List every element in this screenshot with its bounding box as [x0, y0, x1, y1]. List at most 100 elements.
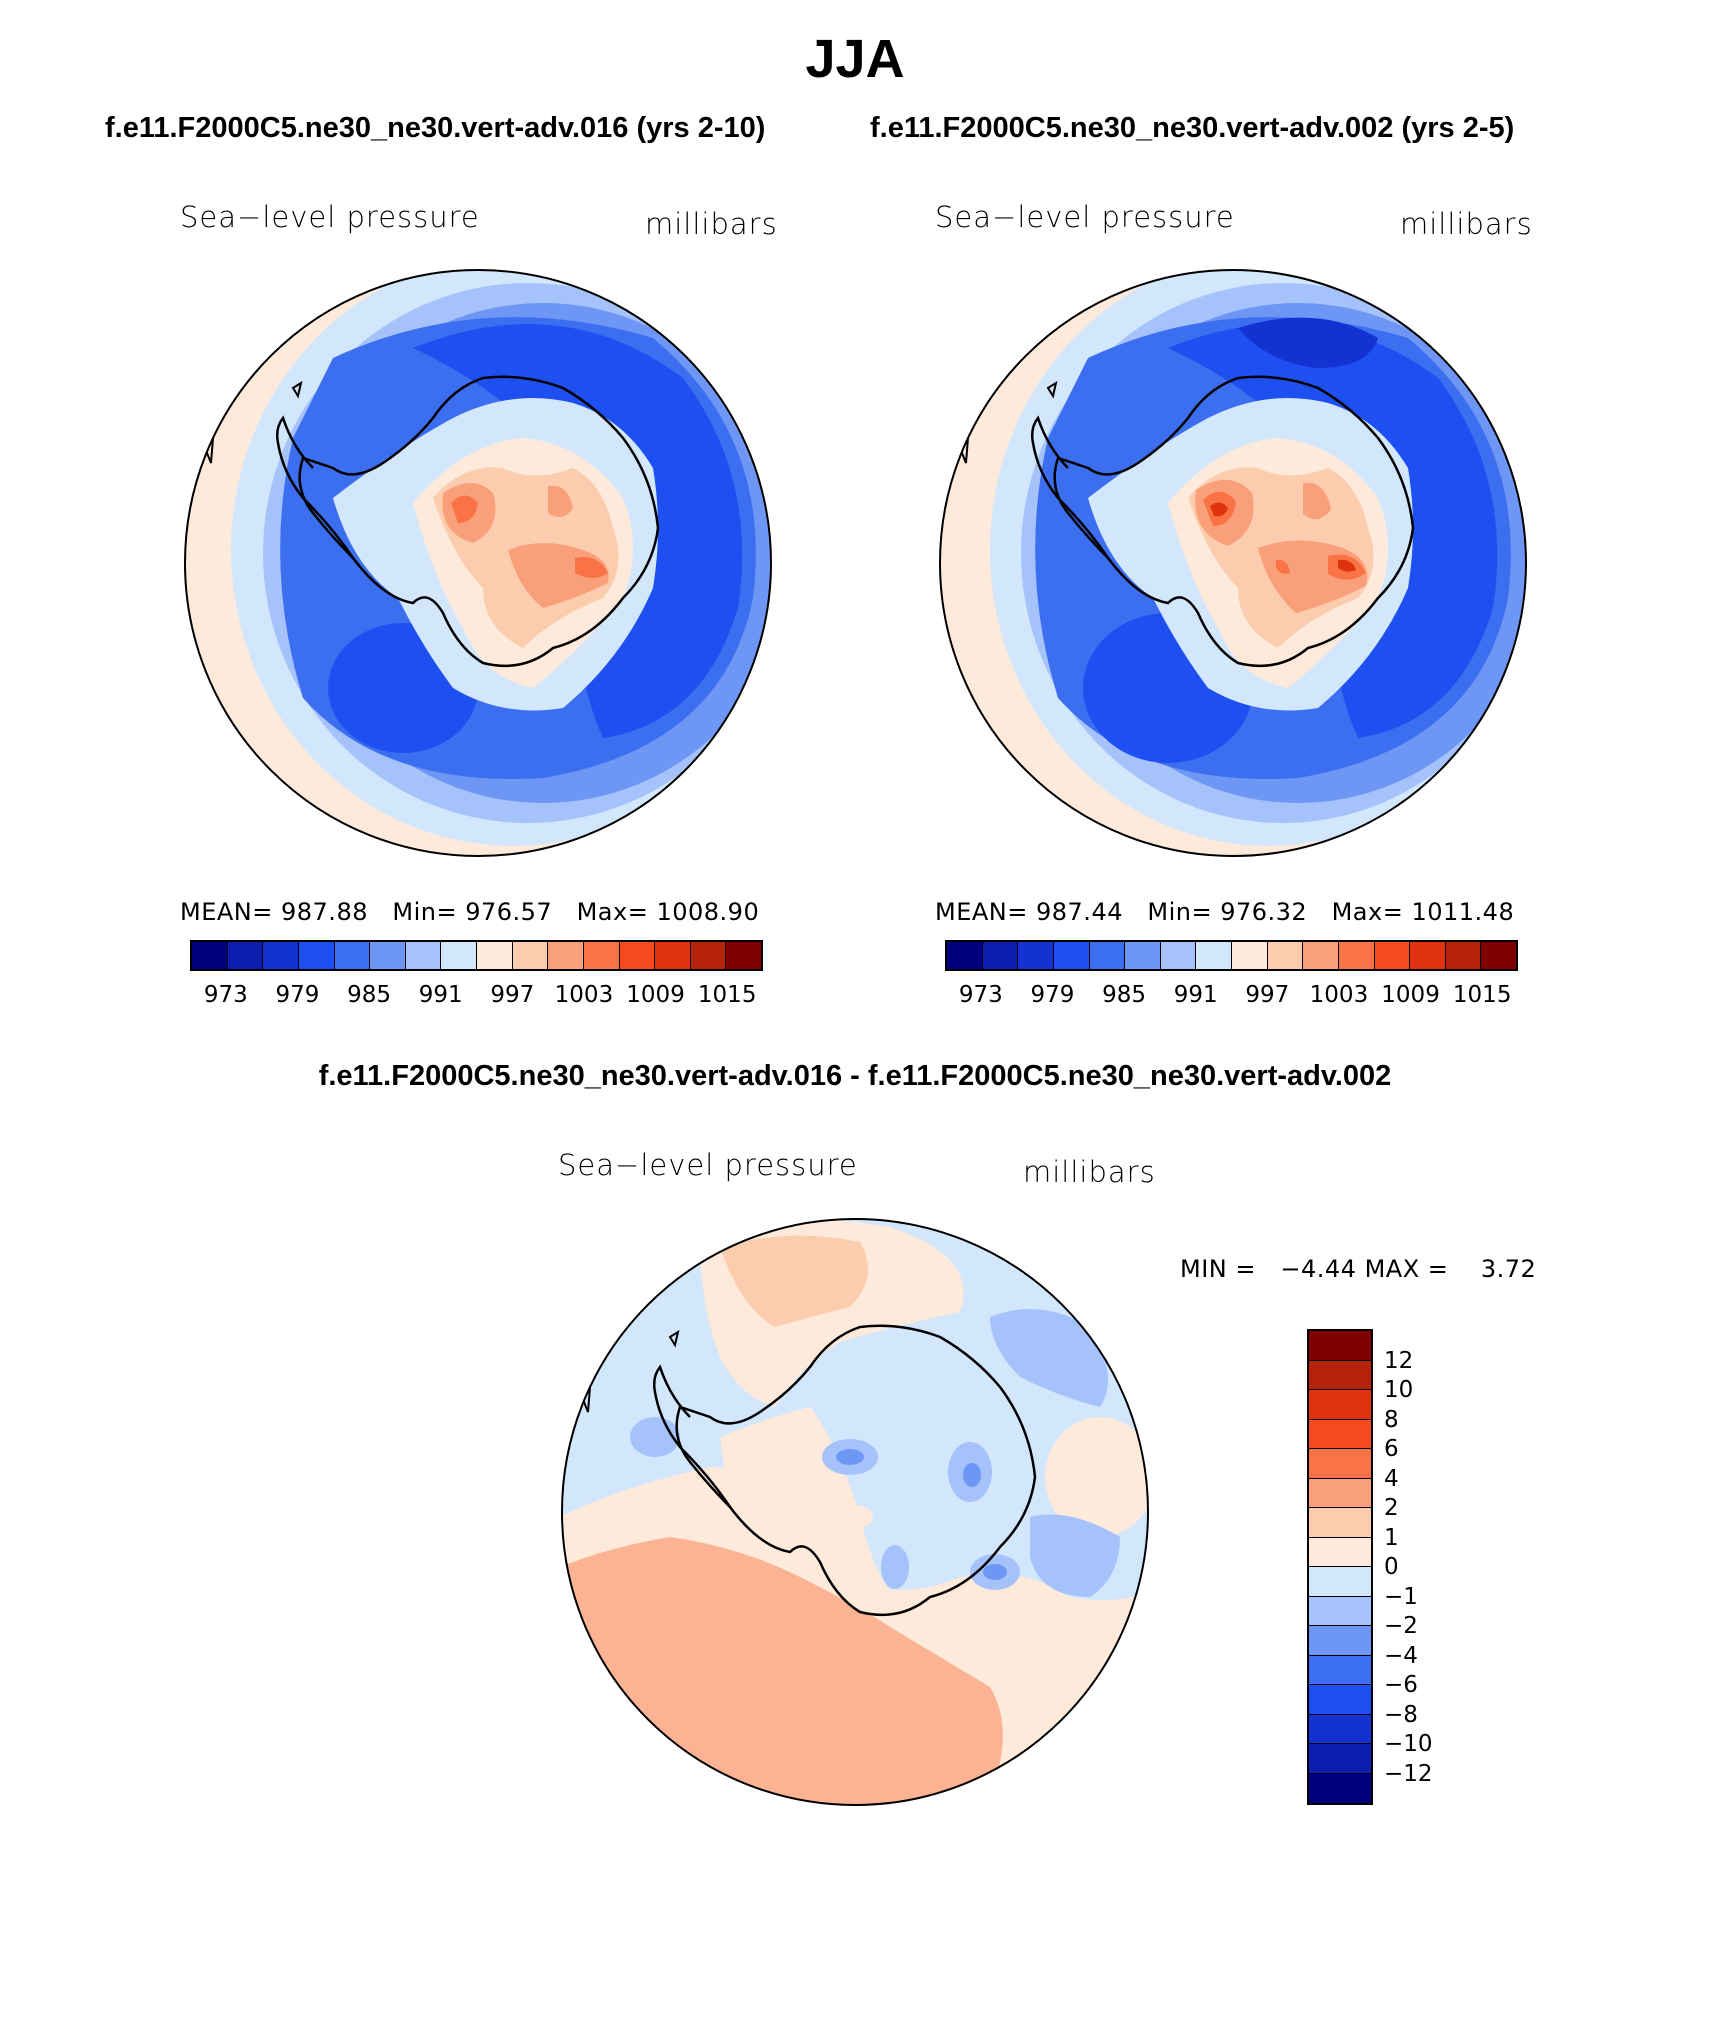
- panel-1-mean-label: MEAN=: [180, 898, 273, 926]
- difference-colorbar: [1307, 1329, 1373, 1805]
- diff-colorbar-swatch: [1309, 1478, 1371, 1508]
- colorbar-swatch: [1232, 942, 1268, 969]
- diff-land-plus1: [720, 1407, 910, 1614]
- diff-colorbar-tick-label: 2: [1384, 1495, 1399, 1521]
- panel-2-max-value: 1011.48: [1411, 898, 1515, 926]
- slp-band-1006: [442, 483, 609, 608]
- diff-colorbar-tick-label: 12: [1384, 1347, 1414, 1374]
- colorbar-tick-label: 979: [275, 982, 320, 1008]
- slp-band-1006: [1195, 479, 1368, 613]
- diff-colorbar-swatch: [1309, 1419, 1371, 1449]
- diff-colorbar-swatch: [1309, 1449, 1371, 1479]
- colorbar-tick-label: 985: [1102, 982, 1147, 1008]
- colorbar-tick-label: 973: [958, 982, 1003, 1008]
- colorbar-swatch: [690, 942, 727, 969]
- diff-colorbar-tick-label: −2: [1384, 1613, 1418, 1639]
- diff-band-minus4-b: [963, 1463, 981, 1487]
- antarctic-peninsula: [652, 1364, 732, 1508]
- colorbar-swatch: [947, 942, 983, 969]
- panel-2-mean-value: 987.44: [1036, 898, 1123, 926]
- difference-title: f.e11.F2000C5.ne30_ne30.vert-adv.016 - f…: [318, 1060, 1392, 1092]
- colorbar-tick-label: 985: [347, 982, 392, 1008]
- panel-1-stats: MEAN= 987.88 Min= 976.57 Max= 1008.90: [180, 898, 759, 926]
- colorbar-tick-label: 991: [418, 982, 463, 1008]
- slp-low-east: [413, 324, 743, 738]
- colorbar-tick-label: 1009: [1381, 982, 1440, 1008]
- diff-colorbar-tick-label: 10: [1384, 1377, 1414, 1403]
- diff-band-minus4-c: [983, 1564, 1007, 1580]
- diff-band-minus2-east: [1030, 1514, 1120, 1597]
- diff-band-minus2-d: [881, 1545, 909, 1589]
- diff-colorbar-tick-label: −4: [1384, 1642, 1418, 1669]
- colorbar-swatch: [405, 942, 442, 969]
- panel-2-stats: MEAN= 987.44 Min= 976.32 Max= 1011.48: [935, 898, 1514, 926]
- colorbar-swatch: [726, 942, 761, 969]
- panel-1-colorbar: [190, 940, 763, 971]
- colorbar-swatch: [477, 942, 513, 969]
- diff-stats: MIN = −4.44 MAX = 3.72: [1180, 1255, 1536, 1283]
- panel-1-variable-label: Sea−level pressure: [180, 200, 480, 234]
- slp-low-east: [1168, 324, 1498, 738]
- panel-2-colorbar: [945, 940, 1518, 971]
- colorbar-tick-label: 991: [1173, 982, 1218, 1008]
- colorbar-swatch: [982, 942, 1019, 969]
- colorbar-swatch: [441, 942, 477, 969]
- diff-colorbar-swatch: [1309, 1685, 1371, 1715]
- colorbar-tick-label: 1015: [1452, 982, 1512, 1008]
- panel-2-min-label: Min=: [1147, 898, 1213, 926]
- diff-colorbar-tick-label: −6: [1384, 1672, 1418, 1698]
- difference-polar-map: [561, 1218, 1149, 1806]
- diff-colorbar-swatch: [1309, 1331, 1371, 1361]
- panel-2-min-value: 976.32: [1220, 898, 1308, 926]
- diff-colorbar-tick-label: −10: [1384, 1731, 1433, 1757]
- colorbar-swatch: [1303, 942, 1339, 969]
- diff-band-plus1-patch: [837, 1505, 873, 1529]
- colorbar-swatch: [655, 942, 691, 969]
- antarctica-coast: [298, 375, 660, 668]
- antarctica-coast: [1053, 375, 1415, 668]
- diff-colorbar-swatch: [1309, 1655, 1371, 1685]
- diff-units-label: millibars: [1023, 1155, 1156, 1189]
- diff-max-value: 3.72: [1480, 1255, 1537, 1283]
- diff-colorbar-swatch: [1309, 1390, 1371, 1420]
- colorbar-tick-label: 1015: [697, 982, 757, 1008]
- slp-band-1012: [1210, 502, 1356, 572]
- panel-1-min-value: 976.57: [465, 898, 553, 926]
- panel-1-max-value: 1008.90: [656, 898, 760, 926]
- diff-colorbar-tick-label: 6: [1384, 1436, 1399, 1462]
- colorbar-swatch: [1267, 942, 1304, 969]
- diff-max-label: MAX =: [1364, 1255, 1449, 1283]
- colorbar-swatch: [1018, 942, 1054, 969]
- colorbar-swatch: [1160, 942, 1197, 969]
- colorbar-tick-label: 979: [1030, 982, 1075, 1008]
- colorbar-swatch: [512, 942, 549, 969]
- antarctic-peninsula: [1030, 415, 1110, 559]
- diff-band-plus1-east: [1045, 1417, 1148, 1537]
- colorbar-swatch: [1481, 942, 1516, 969]
- slp-band-1009: [451, 495, 608, 578]
- panel-1-min-label: Min=: [392, 898, 458, 926]
- diff-min-value: −4.44: [1280, 1255, 1357, 1283]
- colorbar-swatch: [1374, 942, 1411, 969]
- panel-1-run-title: f.e11.F2000C5.ne30_ne30.vert-adv.016 (yr…: [105, 112, 766, 144]
- panel-2-polar-map: [939, 269, 1527, 857]
- diff-min-label: MIN =: [1180, 1255, 1256, 1283]
- panel-2-run-title: f.e11.F2000C5.ne30_ne30.vert-adv.002 (yr…: [870, 112, 1515, 144]
- colorbar-tick-label: 1009: [626, 982, 685, 1008]
- diff-colorbar-tick-label: 1: [1384, 1524, 1399, 1551]
- colorbar-tick-label: 997: [490, 982, 535, 1008]
- colorbar-swatch: [1125, 942, 1161, 969]
- colorbar-swatch: [548, 942, 584, 969]
- diff-colorbar-swatch: [1309, 1508, 1371, 1538]
- diff-colorbar-swatch: [1309, 1596, 1371, 1626]
- diff-band-plus2-north: [720, 1235, 868, 1327]
- diff-colorbar-swatch: [1309, 1714, 1371, 1744]
- colorbar-tick-label: 1003: [1309, 982, 1369, 1008]
- diff-colorbar-tick-label: 0: [1384, 1554, 1399, 1580]
- diff-colorbar-swatch: [1309, 1773, 1371, 1803]
- colorbar-swatch: [370, 942, 406, 969]
- colorbar-swatch: [263, 942, 299, 969]
- panel-1-units-label: millibars: [645, 207, 778, 241]
- diff-band-minus2-northeast: [990, 1309, 1108, 1407]
- colorbar-tick-label: 997: [1245, 982, 1290, 1008]
